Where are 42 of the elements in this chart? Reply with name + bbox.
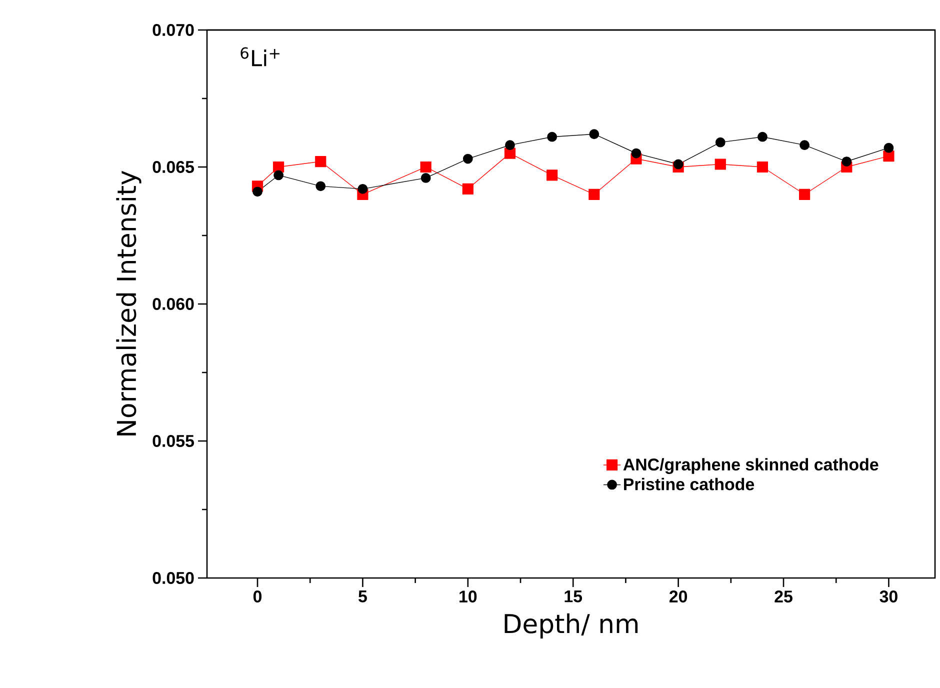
point: [358, 184, 368, 194]
y-tick-label: 0.050: [152, 572, 194, 584]
x-tick-label: 20: [669, 590, 688, 603]
y-tick-label: 0.055: [152, 435, 194, 447]
x-axis-title: Depth/ nm: [504, 613, 638, 638]
point: [883, 150, 894, 162]
point: [315, 156, 326, 168]
x-tick-label: 0: [253, 590, 262, 603]
y-tick-label: 0.070: [152, 24, 194, 36]
x-tick-label: 10: [460, 590, 477, 603]
x-tick-label: 5: [358, 590, 367, 602]
point: [673, 159, 684, 170]
point: [316, 181, 326, 192]
point: [631, 148, 642, 158]
point: [547, 132, 558, 142]
point: [715, 137, 726, 148]
point: [462, 154, 473, 164]
point: [252, 186, 262, 197]
y-axis-title: Normalized Intensity: [116, 170, 142, 436]
x-tick-label: 30: [880, 590, 898, 603]
y-tick-label: 0.065: [152, 160, 194, 173]
x-tick-label: 25: [774, 590, 792, 603]
point: [546, 170, 558, 181]
point: [799, 188, 810, 200]
point: [714, 158, 726, 170]
point: [588, 188, 600, 200]
legend-label: Pristine cathode: [624, 478, 754, 490]
point: [589, 129, 600, 140]
y-tick-label: 0.060: [152, 298, 194, 310]
point: [800, 140, 810, 150]
point: [758, 132, 768, 142]
point: [756, 161, 768, 173]
annotation: $^{6}$Li$^{+}$: [240, 47, 280, 66]
point: [420, 173, 431, 183]
point: [505, 140, 515, 150]
point: [842, 156, 852, 166]
legend-label: ANC/graphene skinned cathode: [623, 458, 878, 474]
point: [462, 183, 474, 194]
x-tick-label: 15: [564, 590, 582, 602]
point: [884, 142, 894, 153]
point: [420, 161, 432, 173]
point: [274, 170, 284, 180]
